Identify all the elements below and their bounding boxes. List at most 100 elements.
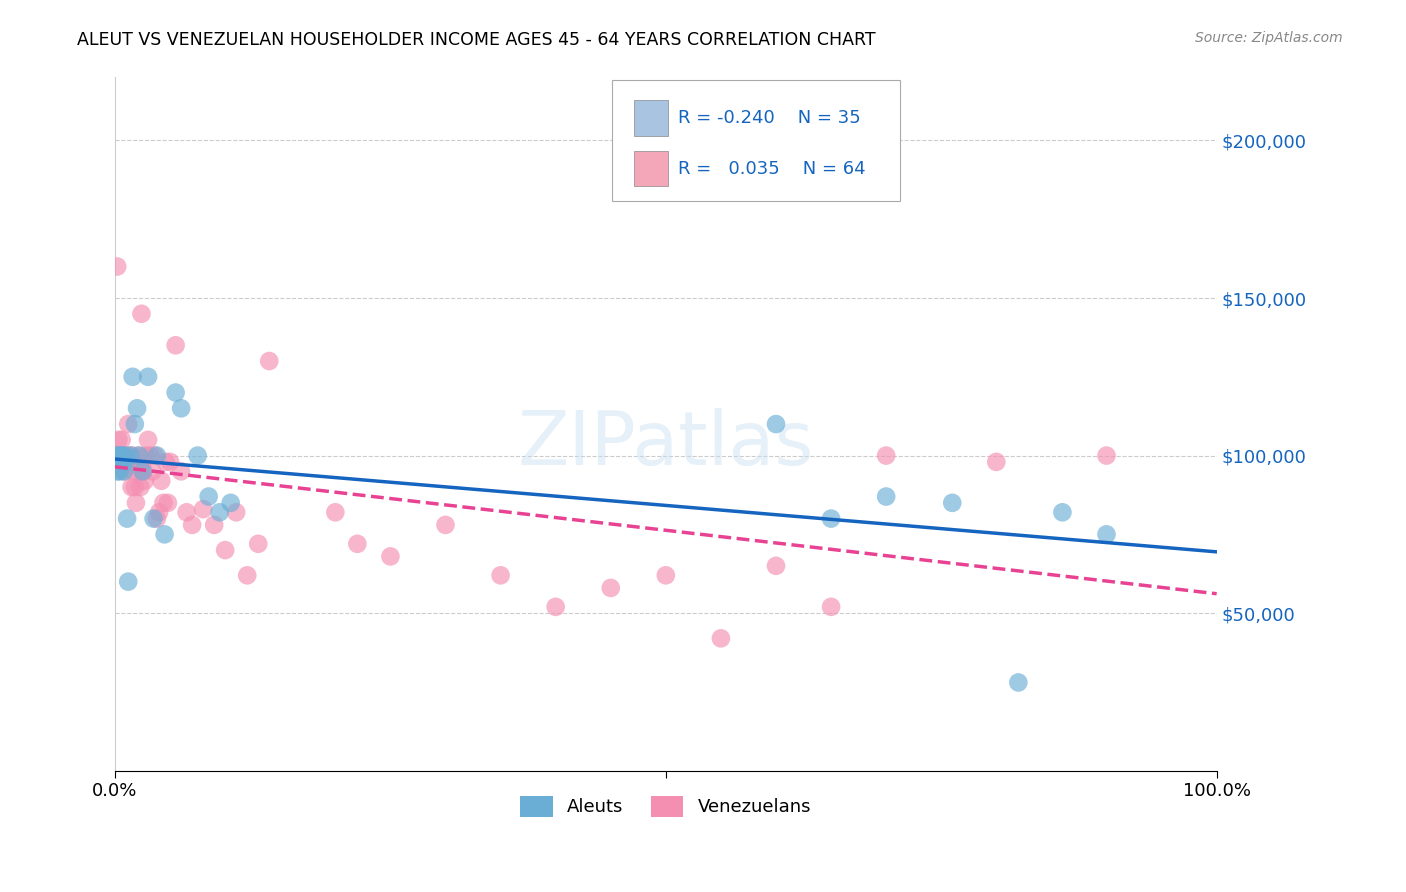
Point [110, 449, 132, 463]
Point [875, 490, 897, 504]
Point [111, 433, 134, 447]
Point [108, 464, 131, 478]
Point [155, 455, 177, 469]
Point [1007, 675, 1029, 690]
Point [117, 417, 139, 431]
Point [152, 496, 174, 510]
Point [115, 455, 138, 469]
Point [136, 369, 159, 384]
Point [141, 464, 163, 478]
Point [115, 511, 138, 525]
Point [710, 632, 733, 646]
Point [143, 449, 166, 463]
Point [136, 433, 159, 447]
Point [121, 369, 143, 384]
Point [125, 401, 148, 416]
Point [121, 480, 143, 494]
Point [105, 260, 128, 274]
Point [170, 401, 193, 416]
Point [129, 480, 152, 494]
Point [112, 464, 135, 478]
Point [135, 449, 157, 463]
Point [187, 449, 209, 463]
Point [124, 480, 146, 494]
Point [120, 455, 142, 469]
Point [131, 455, 153, 469]
Point [875, 449, 897, 463]
Point [150, 474, 173, 488]
Point [111, 455, 134, 469]
Point [111, 449, 134, 463]
Text: R =   0.035    N = 64: R = 0.035 N = 64 [678, 160, 865, 178]
Point [146, 449, 169, 463]
Point [132, 464, 155, 478]
Point [142, 511, 165, 525]
Text: ZIPatlas: ZIPatlas [517, 409, 814, 482]
Point [114, 455, 136, 469]
Point [176, 505, 198, 519]
Point [197, 490, 219, 504]
Point [115, 455, 138, 469]
Point [124, 417, 146, 431]
Point [599, 581, 621, 595]
Point [820, 599, 842, 614]
Point [108, 449, 131, 463]
Point [257, 354, 280, 368]
Point [125, 455, 148, 469]
Point [121, 449, 143, 463]
Point [181, 517, 204, 532]
Point [128, 464, 150, 478]
Point [941, 496, 963, 510]
Point [125, 496, 148, 510]
Text: R = -0.240    N = 35: R = -0.240 N = 35 [678, 109, 860, 127]
Point [159, 455, 181, 469]
Point [765, 417, 787, 431]
Point [105, 449, 128, 463]
Point [153, 527, 176, 541]
Point [107, 449, 129, 463]
Point [156, 496, 179, 510]
Point [170, 464, 193, 478]
Point [214, 543, 236, 558]
Point [325, 505, 347, 519]
Point [115, 449, 138, 463]
Legend: Aleuts, Venezuelans: Aleuts, Venezuelans [513, 789, 818, 824]
Point [111, 449, 134, 463]
Point [208, 505, 231, 519]
Point [114, 449, 136, 463]
Point [117, 574, 139, 589]
Point [346, 537, 368, 551]
Point [118, 449, 141, 463]
Point [131, 307, 153, 321]
Point [112, 464, 135, 478]
Text: ALEUT VS VENEZUELAN HOUSEHOLDER INCOME AGES 45 - 64 YEARS CORRELATION CHART: ALEUT VS VENEZUELAN HOUSEHOLDER INCOME A… [77, 31, 876, 49]
Point [236, 568, 259, 582]
Point [225, 505, 247, 519]
Point [134, 474, 156, 488]
Point [202, 517, 225, 532]
Point [219, 496, 242, 510]
Point [105, 464, 128, 478]
Point [122, 464, 145, 478]
Point [380, 549, 402, 564]
Point [139, 449, 162, 463]
Point [655, 568, 678, 582]
Point [1095, 527, 1118, 541]
Text: Source: ZipAtlas.com: Source: ZipAtlas.com [1195, 31, 1343, 45]
Point [1052, 505, 1074, 519]
Point [110, 449, 132, 463]
Point [247, 537, 270, 551]
Point [820, 511, 842, 525]
Point [128, 449, 150, 463]
Point [434, 517, 457, 532]
Point [191, 502, 214, 516]
Point [765, 558, 787, 573]
Point [986, 455, 1008, 469]
Point [489, 568, 512, 582]
Point [146, 511, 169, 525]
Point [131, 464, 153, 478]
Point [148, 505, 170, 519]
Point [120, 449, 142, 463]
Point [165, 385, 187, 400]
Point [165, 338, 187, 352]
